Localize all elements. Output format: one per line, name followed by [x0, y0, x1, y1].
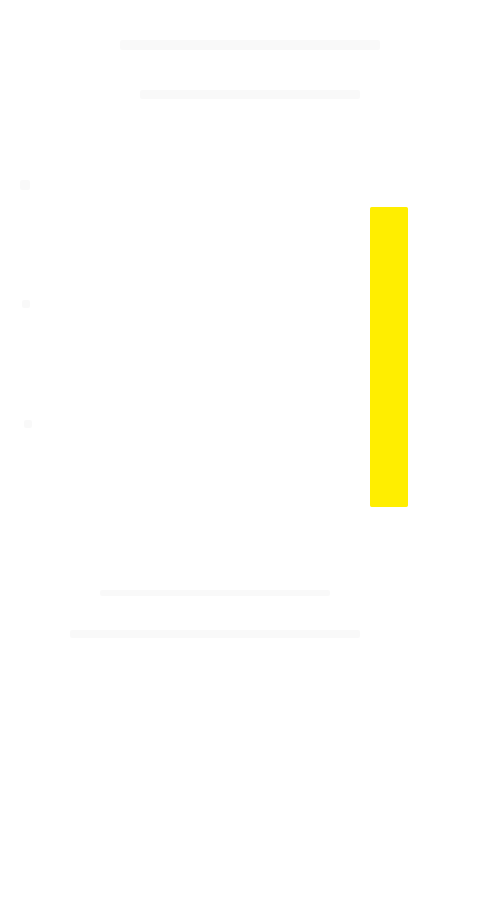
ghost-stroke: [20, 180, 30, 190]
ghost-stroke: [140, 90, 360, 99]
yellow-bar: [370, 207, 408, 507]
ghost-stroke: [22, 300, 30, 308]
ghost-stroke: [24, 420, 32, 428]
ghost-stroke: [70, 630, 360, 638]
ghost-stroke: [120, 40, 380, 50]
ghost-stroke: [100, 590, 330, 596]
